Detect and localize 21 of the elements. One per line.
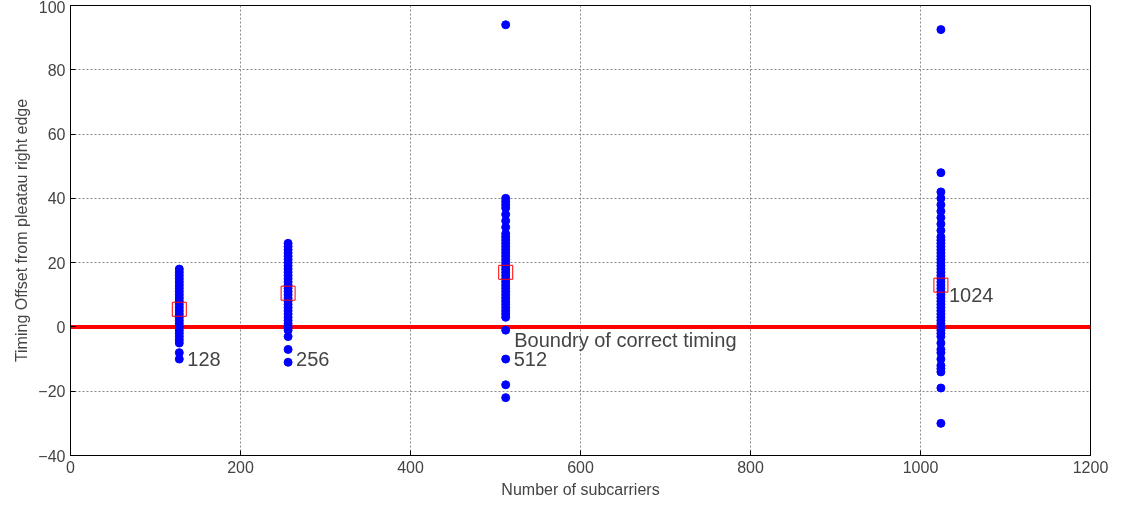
y-tick-label: −40 — [38, 447, 66, 465]
x-axis-title: Number of subcarriers — [501, 480, 660, 498]
x-tick-label: 1200 — [1072, 458, 1109, 476]
annotation: 1024 — [948, 283, 994, 306]
x-tick-label: 600 — [567, 458, 594, 476]
y-axis-title: Timing Offset from pleatau right edge — [13, 98, 31, 363]
y-tick-label: 20 — [47, 254, 66, 272]
y-tick-label: 0 — [56, 318, 66, 336]
ref-line-label: Boundry of correct timing — [514, 328, 737, 351]
x-tick-label: 200 — [227, 458, 254, 476]
x-tick-label: 400 — [397, 458, 424, 476]
annotation: 256 — [296, 348, 330, 371]
annotation: 512 — [513, 348, 548, 371]
y-tick-label: 100 — [38, 0, 66, 16]
y-tick-label: 80 — [47, 61, 66, 79]
y-tick-label: −20 — [38, 383, 66, 401]
x-tick-label: 1000 — [902, 458, 939, 476]
y-tick-label: 40 — [47, 190, 66, 208]
annotation: 128 — [187, 348, 221, 371]
x-tick-label: 800 — [737, 458, 764, 476]
y-tick-label: 60 — [47, 126, 66, 144]
